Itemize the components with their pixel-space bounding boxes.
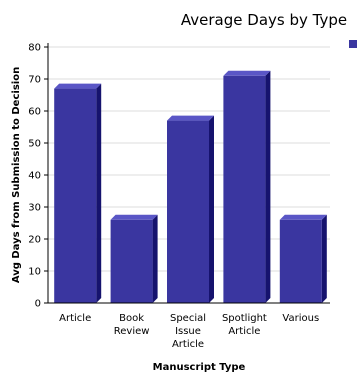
bar-side <box>152 214 158 303</box>
x-tick-label: Special Issue Article <box>170 313 206 350</box>
legend-swatch <box>349 40 357 48</box>
y-tick-label: 70 <box>28 75 41 86</box>
y-tick-label: 0 <box>35 299 41 310</box>
y-axis-ticks: 0 10 20 30 40 50 60 70 80 <box>28 43 48 310</box>
y-tick-label: 40 <box>28 171 41 182</box>
bar-top <box>54 83 102 89</box>
y-tick-label: 60 <box>28 107 41 118</box>
bar-front <box>223 75 266 303</box>
x-tick-label: Article <box>59 313 91 324</box>
x-tick-label: Various <box>282 313 319 324</box>
y-tick-label: 30 <box>28 203 41 214</box>
bar-top <box>110 214 158 220</box>
y-tick-label: 20 <box>28 235 41 246</box>
bar-top <box>223 70 271 76</box>
x-tick-label: Book Review <box>114 313 150 337</box>
bar <box>223 70 271 303</box>
bar-front <box>279 219 322 303</box>
chart-title: Average Days by Type <box>181 11 347 29</box>
bar <box>167 115 214 303</box>
bars <box>54 70 327 303</box>
bar <box>279 214 327 303</box>
bar-side <box>209 115 214 303</box>
y-tick-label: 50 <box>28 139 41 150</box>
bar-side <box>265 70 271 303</box>
bar-front <box>110 219 153 303</box>
bar-top <box>279 214 327 220</box>
x-axis-categories: Article Book Review Special Issue Article Spot… <box>59 313 319 350</box>
bar <box>110 214 158 303</box>
bar <box>54 83 102 303</box>
x-tick-label: Spotlight Article <box>222 313 267 337</box>
y-axis-label: Avg Days from Submission to Decision <box>11 67 22 283</box>
bar-front <box>54 88 97 303</box>
bar-side <box>321 214 327 303</box>
bar-front <box>167 120 209 303</box>
bar-side <box>96 83 102 303</box>
x-axis-label: Manuscript Type <box>153 362 246 373</box>
y-tick-label: 80 <box>28 43 41 54</box>
y-tick-label: 10 <box>28 267 41 278</box>
bar-top <box>167 115 214 121</box>
